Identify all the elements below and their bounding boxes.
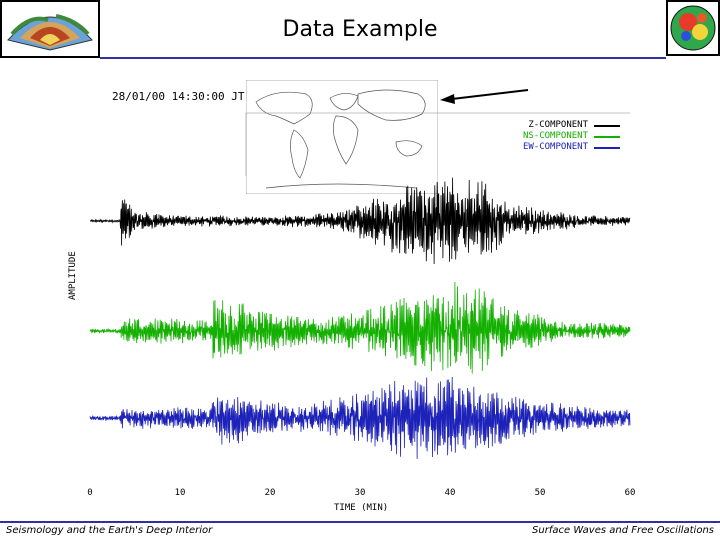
x-tick-label: 40 [445, 488, 456, 498]
y-axis-label: AMPLITUDE [68, 251, 78, 300]
x-tick-label: 30 [355, 488, 366, 498]
footer-bar [0, 521, 720, 542]
legend: Z-COMPONENT NS-COMPONENT EW-COMPONENT [523, 120, 620, 153]
x-axis-label: TIME (MIN) [334, 503, 389, 513]
legend-item-z: Z-COMPONENT [523, 120, 620, 131]
x-tick-label: 60 [625, 488, 636, 498]
legend-swatch [594, 124, 620, 127]
x-tick-label: 10 [175, 488, 186, 498]
title-rule [100, 57, 666, 59]
x-tick-label: 50 [535, 488, 546, 498]
trace-z-component [89, 177, 631, 265]
legend-swatch [594, 146, 620, 149]
world-map-icon [246, 80, 438, 194]
legend-item-ns: NS-COMPONENT [523, 131, 620, 142]
legend-label: NS-COMPONENT [522, 131, 588, 141]
x-tick-label: 0 [87, 488, 92, 498]
earth-cutaway-logo-icon [0, 0, 100, 58]
record-datestamp: 28/01/00 14:30:00 JT [112, 90, 245, 103]
trace-ns-component [89, 281, 631, 374]
legend-label: Z-COMPONENT [528, 120, 588, 130]
globe-tomography-logo-icon [666, 0, 720, 56]
x-tick-label: 20 [265, 488, 276, 498]
footer-lecture-title: Surface Waves and Free Oscillations [532, 525, 714, 536]
legend-label: EW-COMPONENT [522, 142, 588, 152]
legend-item-ew: EW-COMPONENT [523, 142, 620, 153]
legend-swatch [594, 135, 620, 138]
slide-title: Data Example [282, 17, 438, 42]
footer-course-title: Seismology and the Earth's Deep Interior [6, 525, 213, 536]
trace-ew-component [89, 376, 631, 460]
